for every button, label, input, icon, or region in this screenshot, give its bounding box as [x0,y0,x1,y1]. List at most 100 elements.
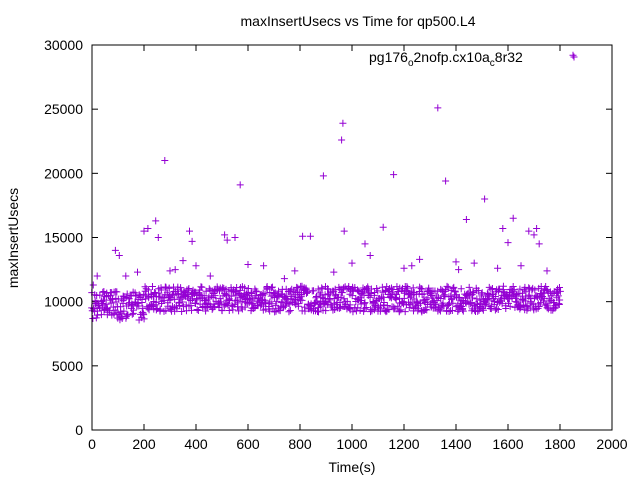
data-point [493,305,501,313]
data-point [530,231,538,239]
data-point [423,306,431,314]
data-point [356,306,364,314]
data-point [160,296,168,304]
data-point [228,301,236,309]
data-point [434,104,442,112]
y-tick-label: 25000 [44,101,83,117]
data-point [150,288,158,296]
data-point [470,301,478,309]
data-point [525,227,533,235]
data-points [88,51,577,324]
x-tick-label: 200 [132,436,156,452]
data-point [401,308,409,316]
data-point [361,305,369,313]
data-point [371,288,379,296]
data-point [525,291,533,299]
data-point [144,286,152,294]
data-point [361,299,369,307]
data-point [235,307,243,315]
data-point [470,259,478,267]
data-point [394,302,402,310]
data-point [286,307,294,315]
data-point [223,236,231,244]
y-tick-label: 0 [75,422,83,438]
data-point [93,272,101,280]
data-point [491,292,499,300]
data-point [366,251,374,259]
data-point [163,289,171,297]
data-point [178,308,186,316]
data-point [457,285,465,293]
legend-marker [570,53,578,61]
data-point [293,283,301,291]
data-point [211,292,219,300]
data-point [317,302,325,310]
data-point [177,284,185,292]
data-point [352,307,360,315]
data-point [369,298,377,306]
data-point [89,314,97,322]
data-point [152,306,160,314]
data-point [124,311,132,319]
data-point [408,262,416,270]
data-point [440,291,448,299]
x-tick-label: 2000 [596,436,627,452]
data-point [310,287,318,295]
data-point [449,299,457,307]
data-point [392,296,400,304]
data-point [544,302,552,310]
data-point [354,287,362,295]
y-tick-label: 20000 [44,165,83,181]
data-point [234,299,242,307]
data-point [192,300,200,308]
data-point [319,172,327,180]
data-point [280,275,288,283]
data-point [204,295,212,303]
data-point [271,308,279,316]
data-point [157,286,165,294]
data-point [371,301,379,309]
data-point [173,290,181,298]
data-point [267,284,275,292]
data-point [144,225,152,233]
axis-ticks: 0 200 400 600 800 1000 1200 1400 1600 1800 2000050… [44,37,628,452]
data-point [451,287,459,295]
data-point [294,284,302,292]
data-point [291,267,299,275]
data-point [343,297,351,305]
data-point [436,307,444,315]
data-point [537,299,545,307]
data-point [401,288,409,296]
data-point [99,288,107,296]
data-point [462,216,470,224]
data-point [479,305,487,313]
data-point [535,240,543,248]
data-point [294,300,302,308]
data-point [494,264,502,272]
data-point [100,288,108,296]
data-point [338,136,346,144]
data-point [135,302,143,310]
data-point [248,290,256,298]
data-point [450,283,458,291]
data-point [448,306,456,314]
data-point [329,306,337,314]
data-point [276,307,284,315]
data-point [385,306,393,314]
chart-title: maxInsertUsecs vs Time for qp500.L4 [241,13,476,29]
data-point [531,286,539,294]
data-point [242,290,250,298]
data-point [244,284,252,292]
data-point [129,306,137,314]
data-point [455,266,463,274]
data-point [374,287,382,295]
x-tick-label: 1600 [492,436,523,452]
x-tick-label: 1800 [544,436,575,452]
data-point [221,231,229,239]
plot-border [91,44,613,431]
data-point [512,298,520,306]
data-point [193,306,201,314]
data-point [400,300,408,308]
data-point [504,239,512,247]
data-point [231,234,239,241]
